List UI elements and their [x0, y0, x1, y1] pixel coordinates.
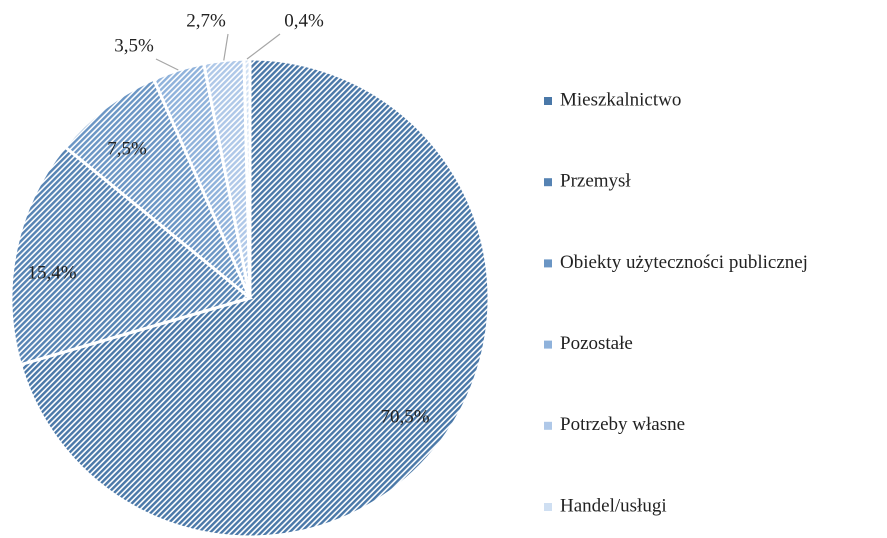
data-label: 7,5% — [107, 138, 147, 159]
pie-slice — [62, 77, 252, 300]
data-label: 70,5% — [380, 406, 429, 427]
leader-line — [246, 33, 281, 60]
data-label: 2,7% — [186, 10, 226, 31]
legend-label: Mieszkalnictwo — [560, 89, 681, 110]
leader-line — [223, 33, 229, 61]
pie-slice — [18, 57, 491, 538]
legend-label: Handel/usługi — [560, 495, 667, 516]
legend-marker — [544, 178, 552, 187]
data-label: 15,4% — [27, 262, 76, 283]
pie-slice — [9, 144, 254, 367]
legend-label: Potrzeby własne — [560, 414, 685, 435]
legend-label: Obiekty użyteczności publicznej — [560, 252, 808, 273]
data-label: 0,4% — [284, 10, 324, 31]
legend-marker — [544, 259, 552, 268]
legend-marker — [544, 97, 552, 105]
legend-label: Pozostałe — [560, 333, 633, 354]
legend-label: Przemysł — [560, 171, 631, 192]
legend-marker — [544, 503, 552, 511]
legend-marker — [544, 340, 552, 349]
leader-line — [155, 58, 179, 71]
data-label: 3,5% — [114, 35, 154, 56]
legend-marker — [544, 421, 552, 430]
